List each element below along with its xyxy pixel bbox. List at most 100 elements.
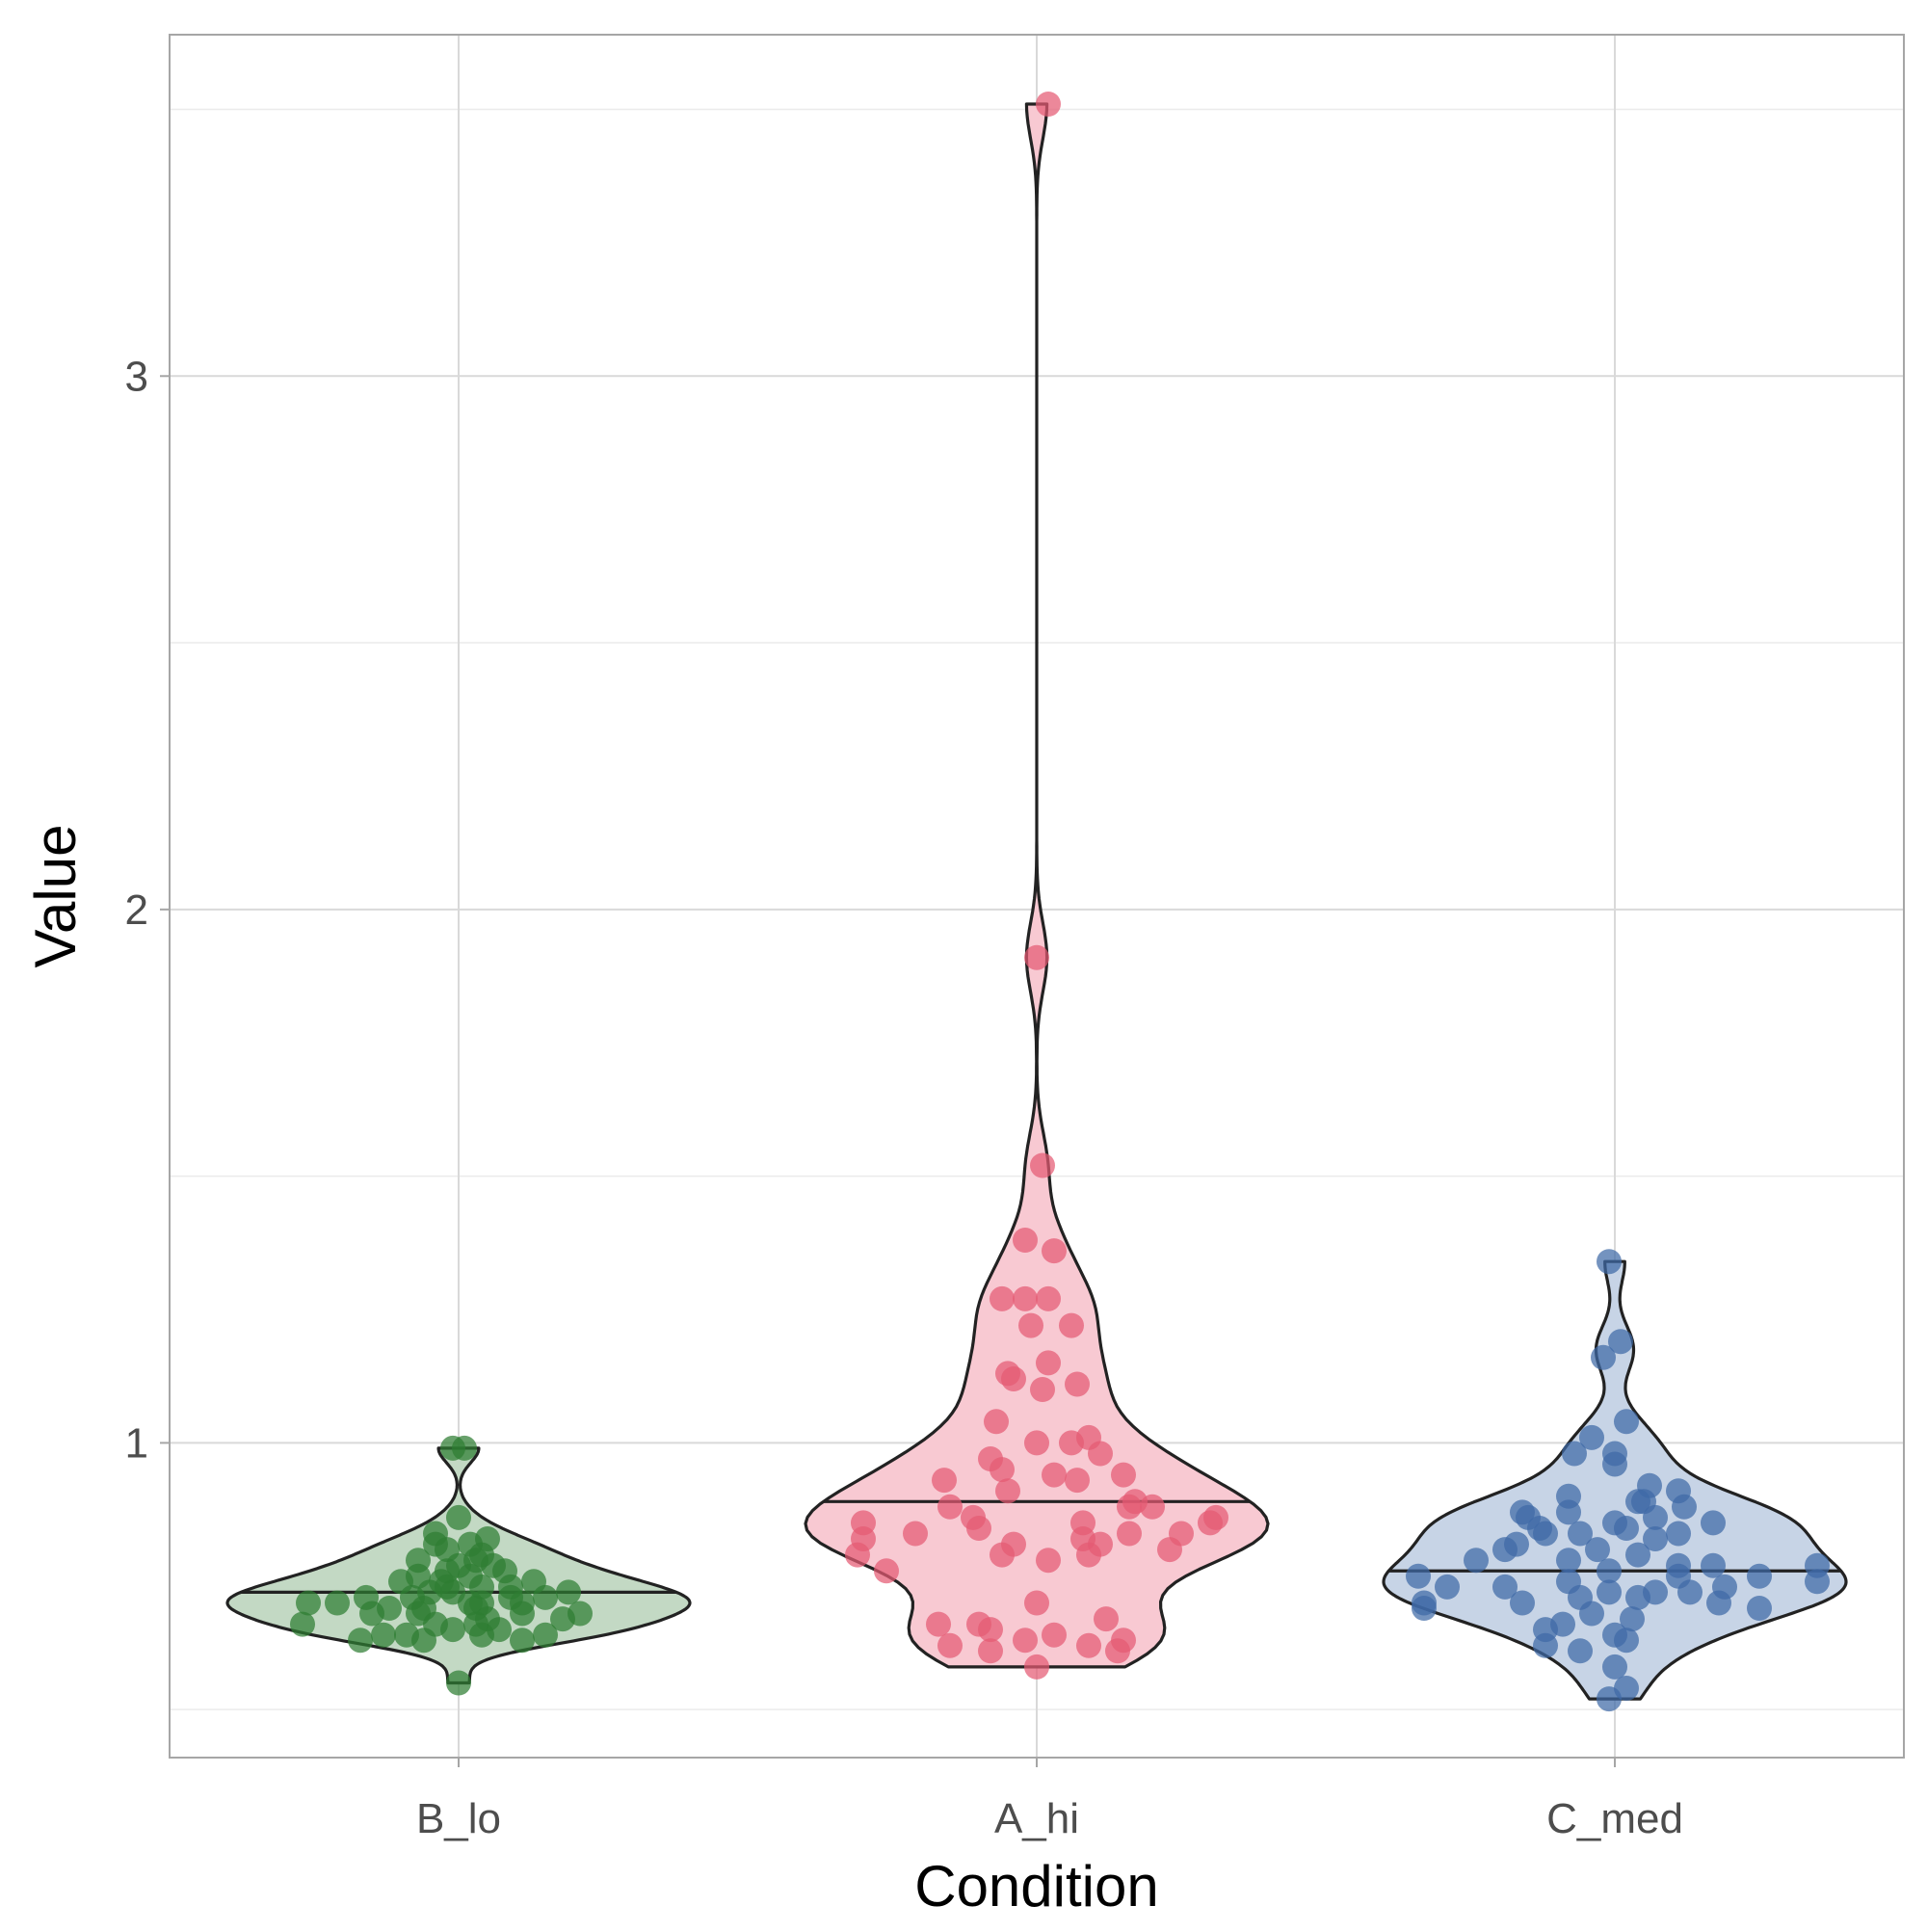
data-point-C_med (1602, 1654, 1627, 1680)
y-axis-title: Value (23, 824, 88, 967)
data-point-A_hi (1036, 1285, 1061, 1311)
data-point-B_lo (446, 1504, 471, 1530)
data-point-C_med (1556, 1548, 1581, 1574)
data-point-B_lo (440, 1617, 465, 1643)
data-point-C_med (1625, 1584, 1650, 1610)
data-point-C_med (1406, 1563, 1431, 1589)
data-point-A_hi (1111, 1462, 1136, 1488)
data-point-A_hi (1030, 1377, 1055, 1402)
data-point-A_hi (1059, 1312, 1084, 1338)
data-point-A_hi (1013, 1285, 1038, 1311)
data-point-A_hi (1042, 1622, 1067, 1648)
data-point-A_hi (937, 1632, 963, 1658)
data-point-B_lo (550, 1606, 575, 1632)
data-point-A_hi (984, 1409, 1009, 1435)
data-point-A_hi (1036, 1350, 1061, 1376)
data-point-A_hi (1088, 1441, 1113, 1467)
data-point-C_med (1643, 1526, 1668, 1551)
data-point-C_med (1608, 1329, 1633, 1355)
x-tick-label: B_lo (416, 1795, 501, 1842)
violin-A_hi (804, 102, 1270, 1669)
y-tick-label: 3 (125, 353, 148, 400)
data-point-A_hi (990, 1542, 1015, 1568)
data-point-B_lo (435, 1574, 460, 1600)
data-point-C_med (1602, 1451, 1627, 1477)
data-point-A_hi (1013, 1228, 1038, 1253)
data-point-A_hi (1117, 1494, 1142, 1520)
x-tick-label: C_med (1546, 1795, 1683, 1842)
data-point-A_hi (1024, 1430, 1049, 1456)
data-point-C_med (1747, 1563, 1772, 1589)
data-point-B_lo (371, 1622, 396, 1648)
data-point-A_hi (926, 1611, 951, 1637)
data-point-C_med (1701, 1552, 1726, 1578)
data-point-B_lo (469, 1622, 494, 1648)
data-point-B_lo (533, 1584, 558, 1610)
data-point-A_hi (903, 1521, 928, 1547)
data-point-B_lo (533, 1622, 558, 1648)
data-point-A_hi (1140, 1494, 1165, 1520)
data-point-B_lo (446, 1670, 471, 1696)
data-point-B_lo (510, 1601, 535, 1627)
data-point-B_lo (290, 1611, 315, 1637)
data-point-C_med (1510, 1590, 1535, 1616)
data-point-C_med (1492, 1574, 1518, 1600)
data-point-A_hi (1036, 1548, 1061, 1574)
data-point-C_med (1579, 1424, 1604, 1450)
data-point-B_lo (452, 1435, 477, 1461)
point-layer (290, 92, 1830, 1712)
data-point-C_med (1614, 1409, 1639, 1435)
data-point-A_hi (1076, 1632, 1101, 1658)
data-point-B_lo (411, 1628, 436, 1654)
data-point-A_hi (1198, 1510, 1223, 1536)
data-point-C_med (1556, 1499, 1581, 1525)
data-point-A_hi (995, 1478, 1020, 1504)
data-point-A_hi (932, 1468, 957, 1494)
data-point-C_med (1614, 1516, 1639, 1541)
x-axis-title: Condition (914, 1854, 1159, 1919)
data-point-B_lo (325, 1590, 350, 1616)
data-point-C_med (1597, 1249, 1622, 1275)
y-tick-label: 1 (125, 1419, 148, 1467)
data-point-A_hi (990, 1285, 1015, 1311)
data-point-C_med (1643, 1504, 1668, 1530)
data-point-C_med (1412, 1596, 1437, 1621)
data-point-C_med (1614, 1628, 1639, 1654)
data-point-A_hi (1076, 1542, 1101, 1568)
x-tick-label: A_hi (994, 1795, 1079, 1842)
data-point-A_hi (845, 1542, 870, 1568)
data-point-C_med (1533, 1632, 1558, 1658)
data-point-A_hi (1013, 1628, 1038, 1654)
data-point-C_med (1706, 1590, 1731, 1616)
data-point-A_hi (937, 1494, 963, 1520)
data-point-C_med (1625, 1542, 1650, 1568)
data-point-B_lo (348, 1628, 373, 1654)
data-point-B_lo (510, 1628, 535, 1654)
data-point-B_lo (556, 1579, 581, 1605)
data-point-A_hi (1105, 1638, 1130, 1664)
data-point-A_hi (1094, 1606, 1119, 1632)
data-point-C_med (1701, 1510, 1726, 1536)
data-point-C_med (1464, 1548, 1489, 1574)
data-point-C_med (1568, 1638, 1593, 1664)
data-point-B_lo (359, 1601, 384, 1627)
data-point-A_hi (1036, 92, 1061, 117)
data-point-A_hi (1001, 1366, 1026, 1391)
data-point-C_med (1666, 1521, 1691, 1547)
data-point-A_hi (1024, 944, 1049, 970)
data-point-C_med (1805, 1569, 1830, 1595)
data-point-C_med (1747, 1596, 1772, 1621)
data-point-A_hi (1030, 1152, 1055, 1178)
data-point-A_hi (1024, 1590, 1049, 1616)
data-point-C_med (1585, 1537, 1610, 1563)
data-point-B_lo (296, 1590, 321, 1616)
data-point-C_med (1562, 1441, 1587, 1467)
data-point-C_med (1591, 1344, 1616, 1370)
data-point-A_hi (1042, 1238, 1067, 1264)
data-point-A_hi (978, 1617, 1003, 1643)
data-point-C_med (1597, 1558, 1622, 1584)
data-point-C_med (1597, 1579, 1622, 1605)
data-point-A_hi (1024, 1654, 1049, 1680)
